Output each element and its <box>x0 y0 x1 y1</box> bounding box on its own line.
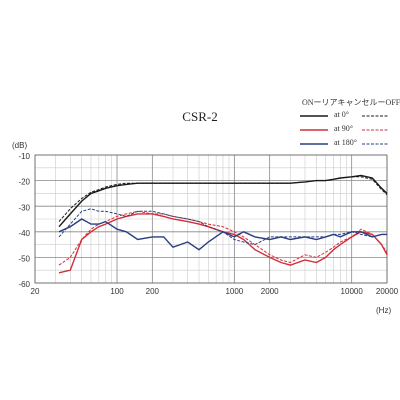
y-tick-label: -30 <box>18 203 30 212</box>
y-tick-label: -10 <box>18 152 30 161</box>
plot-frame <box>34 154 388 284</box>
series-line <box>58 218 387 251</box>
x-tick-label: 20000 <box>376 287 399 296</box>
x-axis-label: (Hz) <box>376 306 391 315</box>
series-line <box>58 176 388 222</box>
x-tick-label: 200 <box>146 287 160 296</box>
y-axis-label: (dB) <box>12 141 27 150</box>
legend-label: at 180° <box>334 138 357 147</box>
y-tick-label: -40 <box>18 229 30 238</box>
x-tick-label: 100 <box>110 287 124 296</box>
series-line <box>58 208 387 246</box>
legend-label: at 0° <box>334 110 349 119</box>
y-tick-label: -20 <box>18 178 30 187</box>
x-tick-label: 2000 <box>261 287 279 296</box>
x-tick-label: 20 <box>31 287 40 296</box>
legend-label: at 90° <box>334 124 353 133</box>
legend-header: ONーリアキャンセルーOFF <box>302 98 400 107</box>
x-tick-label: 1000 <box>225 287 243 296</box>
y-tick-label: -50 <box>18 255 30 264</box>
y-tick-label: -60 <box>18 280 30 289</box>
x-tick-label: 10000 <box>341 287 364 296</box>
chart-title: CSR-2 <box>182 109 217 124</box>
